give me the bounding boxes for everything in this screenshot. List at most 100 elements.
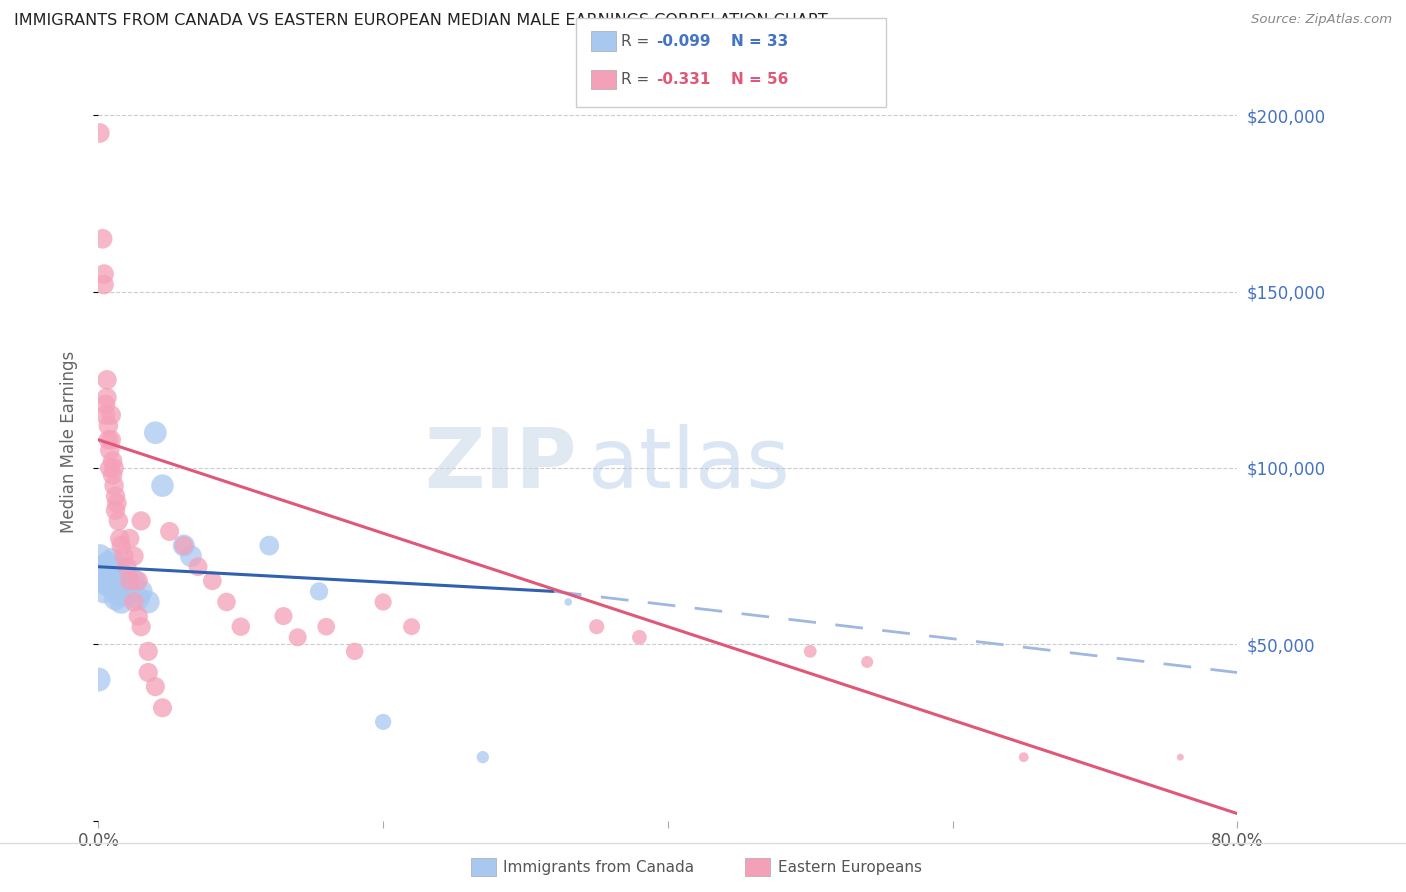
Point xyxy=(98,570,121,584)
Point xyxy=(101,468,124,483)
Point xyxy=(110,595,132,609)
Point xyxy=(259,539,281,553)
Point xyxy=(201,574,224,588)
Point xyxy=(91,559,114,574)
Point xyxy=(122,595,145,609)
Point xyxy=(110,539,132,553)
Point xyxy=(93,584,115,599)
Point xyxy=(187,559,209,574)
Point xyxy=(136,644,159,658)
Point xyxy=(98,443,121,458)
Point xyxy=(173,539,195,553)
Point xyxy=(136,665,159,680)
Point xyxy=(180,549,202,563)
Point xyxy=(152,700,174,714)
Point xyxy=(129,584,152,599)
Point xyxy=(118,584,141,599)
Point xyxy=(127,609,149,624)
Point xyxy=(97,433,120,447)
Point xyxy=(107,514,129,528)
Point xyxy=(215,595,238,609)
Point xyxy=(127,591,149,606)
Text: IMMIGRANTS FROM CANADA VS EASTERN EUROPEAN MEDIAN MALE EARNINGS CORRELATION CHAR: IMMIGRANTS FROM CANADA VS EASTERN EUROPE… xyxy=(14,13,828,29)
Point xyxy=(471,750,494,764)
Point xyxy=(96,391,118,405)
Point xyxy=(100,408,122,422)
Point xyxy=(90,574,112,588)
Point xyxy=(122,574,145,588)
Point xyxy=(97,418,120,433)
Point xyxy=(96,577,118,591)
Point xyxy=(108,588,131,602)
Point xyxy=(1012,750,1035,764)
Point xyxy=(118,532,141,546)
Point xyxy=(799,644,821,658)
Point xyxy=(103,461,125,475)
Point xyxy=(94,397,117,411)
Point xyxy=(103,478,125,492)
Point xyxy=(104,489,127,503)
Point xyxy=(93,277,115,292)
Point xyxy=(585,620,607,634)
Point xyxy=(136,595,159,609)
Point xyxy=(1170,750,1192,764)
Point xyxy=(115,559,138,574)
Point xyxy=(89,549,111,563)
Text: Immigrants from Canada: Immigrants from Canada xyxy=(503,860,695,874)
Point xyxy=(308,584,330,599)
Point xyxy=(118,574,141,588)
Point xyxy=(87,673,110,687)
Point xyxy=(373,595,395,609)
Point xyxy=(94,408,117,422)
Point xyxy=(101,552,124,566)
Point xyxy=(97,556,120,570)
Point xyxy=(104,503,127,517)
Y-axis label: Median Male Earnings: Median Male Earnings xyxy=(59,351,77,533)
Point xyxy=(103,581,125,595)
Point xyxy=(94,566,117,581)
Point xyxy=(112,549,135,563)
Point xyxy=(115,570,138,584)
Point xyxy=(107,559,129,574)
Point xyxy=(343,644,366,658)
Point xyxy=(129,620,152,634)
Point xyxy=(127,574,149,588)
Point xyxy=(101,454,124,468)
Text: -0.099: -0.099 xyxy=(657,34,711,48)
Point xyxy=(628,630,651,644)
Text: N = 56: N = 56 xyxy=(731,72,789,87)
Point xyxy=(93,267,115,281)
Point xyxy=(98,461,121,475)
Text: ZIP: ZIP xyxy=(425,424,576,505)
Point xyxy=(100,433,122,447)
Text: N = 33: N = 33 xyxy=(731,34,789,48)
Point xyxy=(122,549,145,563)
Point xyxy=(104,591,127,606)
Point xyxy=(105,496,128,510)
Point xyxy=(96,373,118,387)
Point xyxy=(273,609,295,624)
Text: R =: R = xyxy=(621,34,655,48)
Point xyxy=(229,620,252,634)
Point xyxy=(108,532,131,546)
Point xyxy=(112,577,135,591)
Point xyxy=(100,563,122,577)
Point xyxy=(856,655,879,669)
Point xyxy=(129,514,152,528)
Point xyxy=(315,620,337,634)
Text: Source: ZipAtlas.com: Source: ZipAtlas.com xyxy=(1251,13,1392,27)
Point xyxy=(401,620,423,634)
Point xyxy=(145,680,167,694)
Text: R =: R = xyxy=(621,72,659,87)
Point xyxy=(145,425,167,440)
Point xyxy=(89,126,111,140)
Point xyxy=(373,714,395,729)
Text: Eastern Europeans: Eastern Europeans xyxy=(778,860,921,874)
Point xyxy=(159,524,181,539)
Text: -0.331: -0.331 xyxy=(657,72,711,87)
Point xyxy=(91,232,114,246)
Point xyxy=(557,595,579,609)
Point xyxy=(287,630,309,644)
Point xyxy=(105,574,128,588)
Point xyxy=(152,478,174,492)
